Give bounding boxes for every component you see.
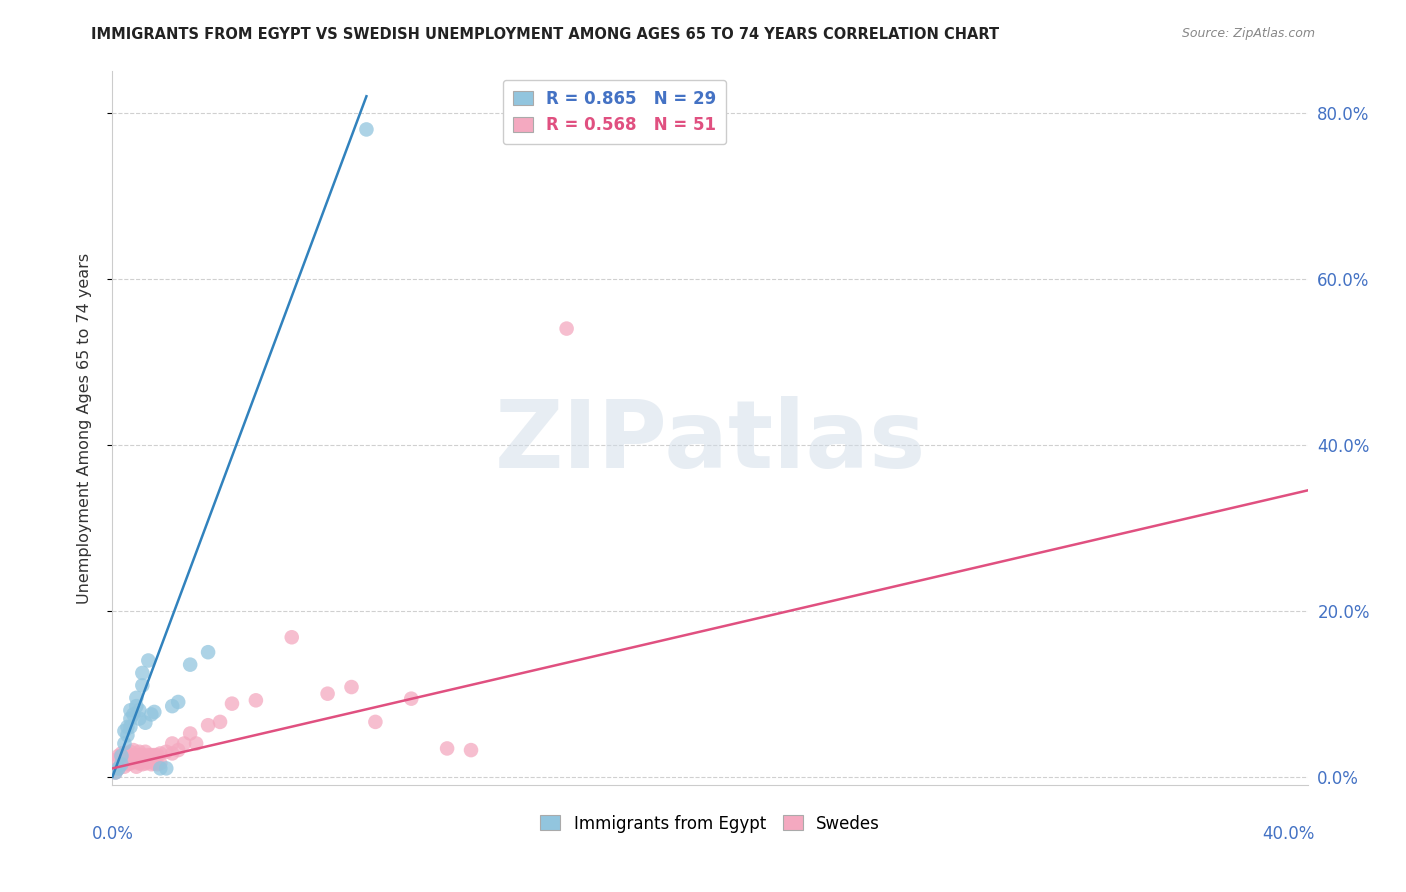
Point — [186, 736, 208, 750]
Point — [173, 736, 195, 750]
Point — [197, 718, 219, 732]
Point — [167, 695, 190, 709]
Point — [110, 748, 132, 763]
Point — [110, 757, 132, 772]
Point — [107, 761, 129, 775]
Point — [125, 760, 148, 774]
Point — [364, 714, 387, 729]
Point — [104, 765, 127, 780]
Text: Source: ZipAtlas.com: Source: ZipAtlas.com — [1181, 27, 1315, 40]
Point — [149, 761, 172, 775]
Point — [141, 748, 163, 763]
Point — [122, 707, 145, 722]
Point — [128, 703, 150, 717]
Point — [131, 678, 153, 692]
Point — [110, 757, 132, 772]
Legend: Immigrants from Egypt, Swedes: Immigrants from Egypt, Swedes — [531, 806, 889, 841]
Point — [107, 761, 129, 775]
Point — [131, 665, 153, 680]
Point — [155, 761, 177, 775]
Point — [149, 756, 172, 771]
Text: IMMIGRANTS FROM EGYPT VS SWEDISH UNEMPLOYMENT AMONG AGES 65 TO 74 YEARS CORRELAT: IMMIGRANTS FROM EGYPT VS SWEDISH UNEMPLO… — [91, 27, 1000, 42]
Point — [114, 760, 135, 774]
Point — [221, 697, 243, 711]
Point — [128, 745, 150, 759]
Text: 40.0%: 40.0% — [1263, 825, 1315, 843]
Point — [117, 757, 139, 772]
Point — [117, 720, 139, 734]
Point — [209, 714, 232, 729]
Point — [138, 653, 160, 667]
Point — [245, 693, 267, 707]
Point — [143, 748, 166, 763]
Point — [122, 755, 145, 769]
Point — [125, 748, 148, 763]
Point — [107, 748, 129, 763]
Point — [149, 747, 172, 761]
Point — [138, 748, 160, 763]
Point — [340, 680, 363, 694]
Point — [141, 757, 163, 772]
Point — [460, 743, 482, 757]
Point — [120, 756, 142, 771]
Point — [120, 703, 142, 717]
Point — [104, 753, 127, 767]
Point — [197, 645, 219, 659]
Point — [117, 728, 139, 742]
Point — [134, 745, 156, 759]
Point — [131, 748, 153, 763]
Point — [356, 122, 378, 136]
Point — [162, 736, 183, 750]
Point — [162, 747, 183, 761]
Point — [179, 726, 201, 740]
Point — [104, 765, 127, 780]
Point — [122, 743, 145, 757]
Point — [146, 757, 169, 772]
Point — [131, 757, 153, 772]
Point — [155, 745, 177, 759]
Text: 0.0%: 0.0% — [91, 825, 134, 843]
Point — [120, 712, 142, 726]
Point — [401, 691, 423, 706]
Point — [114, 748, 135, 763]
Point — [281, 630, 304, 644]
Point — [114, 736, 135, 750]
Point — [114, 724, 135, 739]
Point — [110, 747, 132, 761]
Y-axis label: Unemployment Among Ages 65 to 74 years: Unemployment Among Ages 65 to 74 years — [77, 252, 91, 604]
Point — [179, 657, 201, 672]
Point — [134, 715, 156, 730]
Point — [143, 705, 166, 719]
Point — [146, 748, 169, 763]
Point — [138, 755, 160, 769]
Point — [436, 741, 458, 756]
Point — [125, 690, 148, 705]
Point — [120, 745, 142, 759]
Point — [134, 756, 156, 771]
Point — [128, 756, 150, 771]
Point — [143, 756, 166, 771]
Point — [125, 699, 148, 714]
Point — [162, 699, 183, 714]
Point — [167, 743, 190, 757]
Point — [316, 687, 339, 701]
Point — [555, 321, 578, 335]
Point — [141, 707, 163, 722]
Point — [117, 747, 139, 761]
Point — [128, 712, 150, 726]
Text: ZIPatlas: ZIPatlas — [495, 396, 925, 489]
Point — [120, 720, 142, 734]
